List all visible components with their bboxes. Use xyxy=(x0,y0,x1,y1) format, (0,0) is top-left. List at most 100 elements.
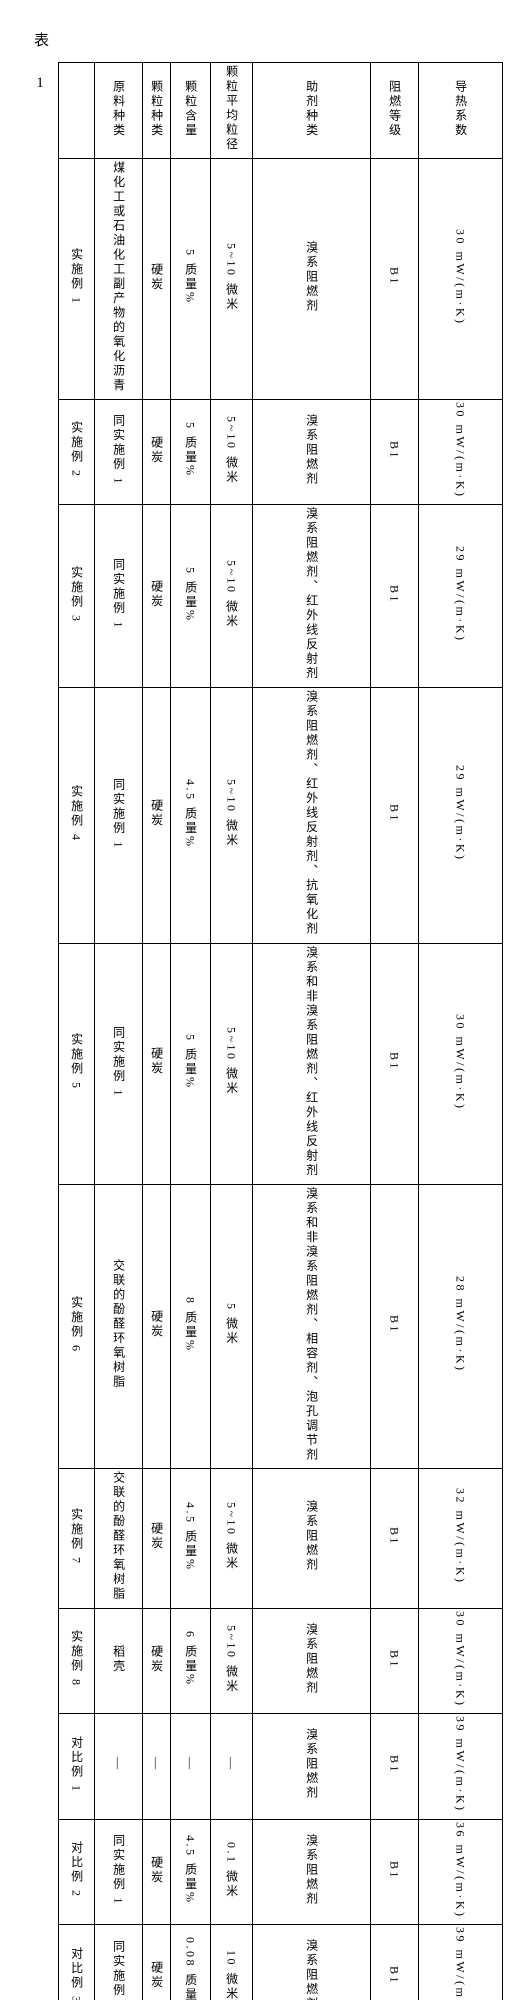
cell-raw: 同实施例 1 xyxy=(95,688,143,944)
table-header-row: 原料种类 颗粒种类 颗粒含量 颗粒平均粒径 助剂种类 阻燃等级 导热系数 xyxy=(59,63,503,159)
table-container: 原料种类 颗粒种类 颗粒含量 颗粒平均粒径 助剂种类 阻燃等级 导热系数 实施例… xyxy=(58,62,502,952)
cell-text: 实施例 4 xyxy=(68,783,84,845)
cell-text: 同实施例 1 xyxy=(110,412,126,488)
table-row: 实施例 6交联的酚醛环氧树脂硬炭8 质量%5 微米溴系和非溴系阻燃剂、相容剂、泡… xyxy=(59,1184,503,1469)
cell-text: 对比例 3 xyxy=(68,1945,84,2000)
cell-text: — xyxy=(223,1755,239,1774)
cell-flame: B1 xyxy=(371,505,419,688)
cell-text: 5 质量% xyxy=(182,420,198,480)
cell-text: B1 xyxy=(386,1964,402,1987)
cell-psize: 5~10 微米 xyxy=(211,943,253,1184)
table-row: 实施例 1煤化工或石油化工副产物的氧化沥青硬炭5 质量%5~10 微米溴系阻燃剂… xyxy=(59,159,503,400)
cell-ptype: 硬炭 xyxy=(143,505,171,688)
cell-flame: B1 xyxy=(371,159,419,400)
cell-text: B1 xyxy=(386,583,402,606)
cell-text: 硬炭 xyxy=(148,1520,164,1553)
cell-text: B1 xyxy=(386,439,402,462)
cell-raw: 交联的酚醛环氧树脂 xyxy=(95,1469,143,1609)
cell-text: 0.08 质量% xyxy=(182,1935,198,2000)
cell-id: 实施例 8 xyxy=(59,1608,95,1713)
col-head-additive: 助剂种类 xyxy=(253,63,371,159)
cell-thermal: 30 mW/(m·K) xyxy=(419,1608,503,1713)
cell-thermal: 30 mW/(m·K) xyxy=(419,943,503,1184)
cell-flame: B1 xyxy=(371,1925,419,2000)
cell-raw: 同实施例 1 xyxy=(95,400,143,505)
cell-flame: B1 xyxy=(371,688,419,944)
col-head-thermal: 导热系数 xyxy=(419,63,503,159)
cell-text: 硬炭 xyxy=(148,261,164,294)
cell-text: 溴系和非溴系阻燃剂、红外线反射剂 xyxy=(303,944,319,1180)
cell-text: 溴系阻燃剂 xyxy=(303,1832,319,1909)
cell-raw: 同实施例 1 xyxy=(95,943,143,1184)
cell-text: 5 质量% xyxy=(182,1032,198,1092)
cell-pcontent: 0.08 质量% xyxy=(171,1925,211,2000)
cell-text: 30 mW/(m·K) xyxy=(452,227,468,327)
cell-text: 4.5 质量% xyxy=(182,1833,198,1907)
cell-text: 实施例 2 xyxy=(68,419,84,481)
cell-additive: 溴系阻燃剂 xyxy=(253,400,371,505)
cell-flame: B1 xyxy=(371,943,419,1184)
cell-id: 实施例 4 xyxy=(59,688,95,944)
cell-text: B1 xyxy=(386,802,402,825)
table-row: 实施例 8稻壳硬炭6 质量%5~10 微米溴系阻燃剂B130 mW/(m·K) xyxy=(59,1608,503,1713)
cell-text: B1 xyxy=(386,1313,402,1336)
cell-text: 实施例 7 xyxy=(68,1506,84,1568)
cell-additive: 溴系阻燃剂、红外线反射剂 xyxy=(253,505,371,688)
cell-raw: 同实施例 1 xyxy=(95,505,143,688)
cell-raw: — xyxy=(95,1714,143,1819)
cell-thermal: 36 mW/(m·K) xyxy=(419,1819,503,1924)
cell-id: 实施例 3 xyxy=(59,505,95,688)
cell-text: 溴系阻燃剂 xyxy=(303,239,319,316)
cell-text: B1 xyxy=(386,1859,402,1882)
cell-additive: 溴系阻燃剂 xyxy=(253,159,371,400)
cell-ptype: — xyxy=(143,1714,171,1819)
cell-text: 对比例 1 xyxy=(68,1734,84,1796)
cell-text: 4.5 质量% xyxy=(182,1500,198,1574)
cell-psize: 5~10 微米 xyxy=(211,400,253,505)
cell-text: 30 mW/(m·K) xyxy=(452,400,468,500)
table-row: 对比例 2同实施例 1硬炭4.5 质量%0.1 微米溴系阻燃剂B136 mW/(… xyxy=(59,1819,503,1924)
cell-additive: 溴系阻燃剂 xyxy=(253,1608,371,1713)
cell-text: 5~10 微米 xyxy=(223,1500,239,1573)
col-head-psize: 颗粒平均粒径 xyxy=(211,63,253,159)
cell-text: — xyxy=(110,1755,126,1774)
cell-text: 29 mW/(m·K) xyxy=(452,544,468,644)
cell-text: 溴系阻燃剂 xyxy=(303,1726,319,1803)
cell-psize: 0.1 微米 xyxy=(211,1819,253,1924)
cell-ptype: 硬炭 xyxy=(143,1184,171,1469)
cell-text: 5~10 微米 xyxy=(223,414,239,487)
cell-flame: B1 xyxy=(371,1608,419,1713)
cell-text: 5~10 微米 xyxy=(223,1623,239,1696)
cell-additive: 溴系和非溴系阻燃剂、红外线反射剂 xyxy=(253,943,371,1184)
cell-text: 5~10 微米 xyxy=(223,1025,239,1098)
table-row: 对比例 1————溴系阻燃剂B139 mW/(m·K) xyxy=(59,1714,503,1819)
cell-text: — xyxy=(182,1755,198,1774)
cell-text: 溴系阻燃剂 xyxy=(303,1498,319,1575)
cell-id: 对比例 3 xyxy=(59,1925,95,2000)
table-row: 对比例 3同实施例 1硬炭0.08 质量%10 微米溴系阻燃剂B139 mW/(… xyxy=(59,1925,503,2000)
data-table: 原料种类 颗粒种类 颗粒含量 颗粒平均粒径 助剂种类 阻燃等级 导热系数 实施例… xyxy=(58,62,503,2000)
cell-text: B1 xyxy=(386,265,402,288)
cell-text: 39 mW/(m·K) xyxy=(452,1925,468,2000)
cell-thermal: 29 mW/(m·K) xyxy=(419,505,503,688)
cell-text: 溴系阻燃剂 xyxy=(303,1937,319,2000)
cell-ptype: 硬炭 xyxy=(143,1608,171,1713)
cell-thermal: 30 mW/(m·K) xyxy=(419,400,503,505)
cell-text: B1 xyxy=(386,1648,402,1671)
cell-text: 硬炭 xyxy=(148,1308,164,1341)
cell-text: 对比例 2 xyxy=(68,1839,84,1901)
cell-text: 5~10 微米 xyxy=(223,241,239,314)
table-row: 实施例 4同实施例 1硬炭4.5 质量%5~10 微米溴系阻燃剂、红外线反射剂、… xyxy=(59,688,503,944)
cell-text: 溴系阻燃剂 xyxy=(303,412,319,489)
cell-psize: 5~10 微米 xyxy=(211,159,253,400)
cell-psize: 10 微米 xyxy=(211,1925,253,2000)
table-caption: 表 1 xyxy=(30,32,51,97)
cell-text: 5 质量% xyxy=(182,565,198,625)
cell-pcontent: 8 质量% xyxy=(171,1184,211,1469)
cell-text: 5 微米 xyxy=(223,1301,239,1348)
cell-flame: B1 xyxy=(371,1469,419,1609)
cell-id: 对比例 1 xyxy=(59,1714,95,1819)
cell-flame: B1 xyxy=(371,400,419,505)
caption-text: 表 1 xyxy=(32,32,48,97)
cell-ptype: 硬炭 xyxy=(143,1925,171,2000)
